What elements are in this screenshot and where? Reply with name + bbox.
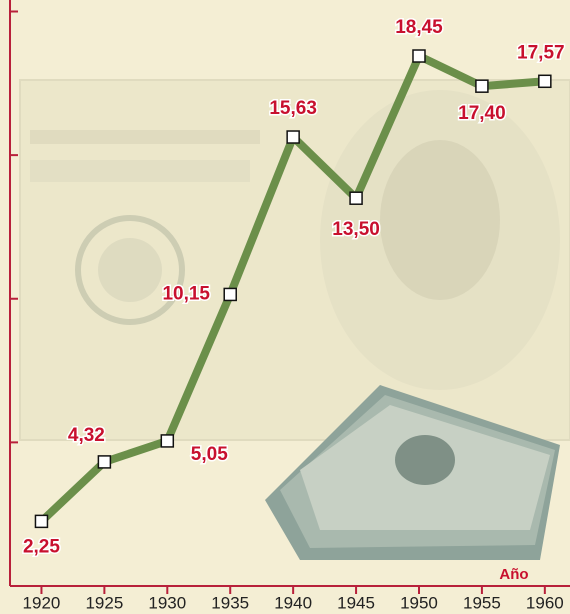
data-label: 10,15 bbox=[162, 283, 210, 304]
data-point bbox=[539, 75, 551, 87]
data-label: 15,63 bbox=[269, 98, 317, 119]
data-point bbox=[224, 288, 236, 300]
x-tick-label: 1920 bbox=[23, 593, 61, 612]
data-label: 2,25 bbox=[23, 536, 60, 557]
x-tick-label: 1950 bbox=[400, 593, 438, 612]
x-tick-label: 1930 bbox=[148, 593, 186, 612]
data-label: 5,05 bbox=[191, 444, 228, 465]
data-label: 17,40 bbox=[458, 103, 506, 124]
data-label: 17,57 bbox=[517, 42, 565, 63]
data-point bbox=[413, 50, 425, 62]
x-tick-label: 1940 bbox=[274, 593, 312, 612]
chart: 1920 1925 1930 1935 1940 1945 1950 1955 1960 Año 2… bbox=[0, 0, 570, 614]
data-label: 18,45 bbox=[395, 17, 443, 38]
x-tick-label: 1955 bbox=[463, 593, 501, 612]
x-tick-label: 1945 bbox=[337, 593, 375, 612]
data-label: 4,32 bbox=[68, 425, 105, 446]
data-point bbox=[98, 456, 110, 468]
data-point bbox=[287, 131, 299, 143]
data-label: 13,50 bbox=[332, 219, 380, 240]
x-axis-label: Año bbox=[499, 566, 528, 583]
data-point bbox=[350, 192, 362, 204]
x-tick-label: 1960 bbox=[526, 593, 564, 612]
x-tick-label: 1925 bbox=[85, 593, 123, 612]
data-point bbox=[476, 80, 488, 92]
x-tick-label: 1935 bbox=[211, 593, 249, 612]
data-point bbox=[35, 515, 47, 527]
data-point bbox=[161, 435, 173, 447]
page: 1920 1925 1930 1935 1940 1945 1950 1955 1960 Año 2… bbox=[0, 0, 570, 614]
